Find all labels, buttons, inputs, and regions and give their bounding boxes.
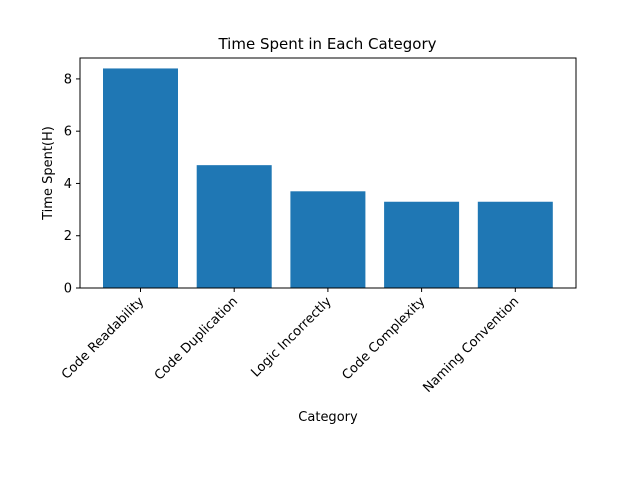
x-tick-label-1: Code Duplication <box>152 294 241 383</box>
bar-4 <box>477 201 553 288</box>
x-tick-label-0: Code Readability <box>59 294 148 383</box>
x-tick-label-2: Logic Incorrectly <box>248 294 334 380</box>
plot-frame <box>79 57 577 289</box>
y-tick-label-2: 4 <box>64 177 72 192</box>
x-tick-label-4: Naming Convention <box>421 294 523 396</box>
bar-3 <box>384 201 460 288</box>
bar-1 <box>196 165 272 288</box>
y-axis: 0 2 4 6 8 <box>64 72 80 297</box>
y-tick-label-3: 6 <box>64 125 72 140</box>
bar-2 <box>290 191 366 288</box>
chart-title: Time Spent in Each Category <box>217 35 436 53</box>
bar-0 <box>103 68 178 288</box>
x-axis-label: Category <box>298 410 358 425</box>
y-tick-label-4: 8 <box>64 72 72 87</box>
y-axis-label: Time Spent(H) <box>41 126 56 221</box>
y-tick-label-0: 0 <box>64 282 72 297</box>
x-tick-label-3: Code Complexity <box>339 294 428 383</box>
y-tick-label-1: 2 <box>64 229 72 244</box>
bars-layer <box>103 68 553 288</box>
x-axis: Code Readability Code Duplication Logic In… <box>59 288 522 396</box>
